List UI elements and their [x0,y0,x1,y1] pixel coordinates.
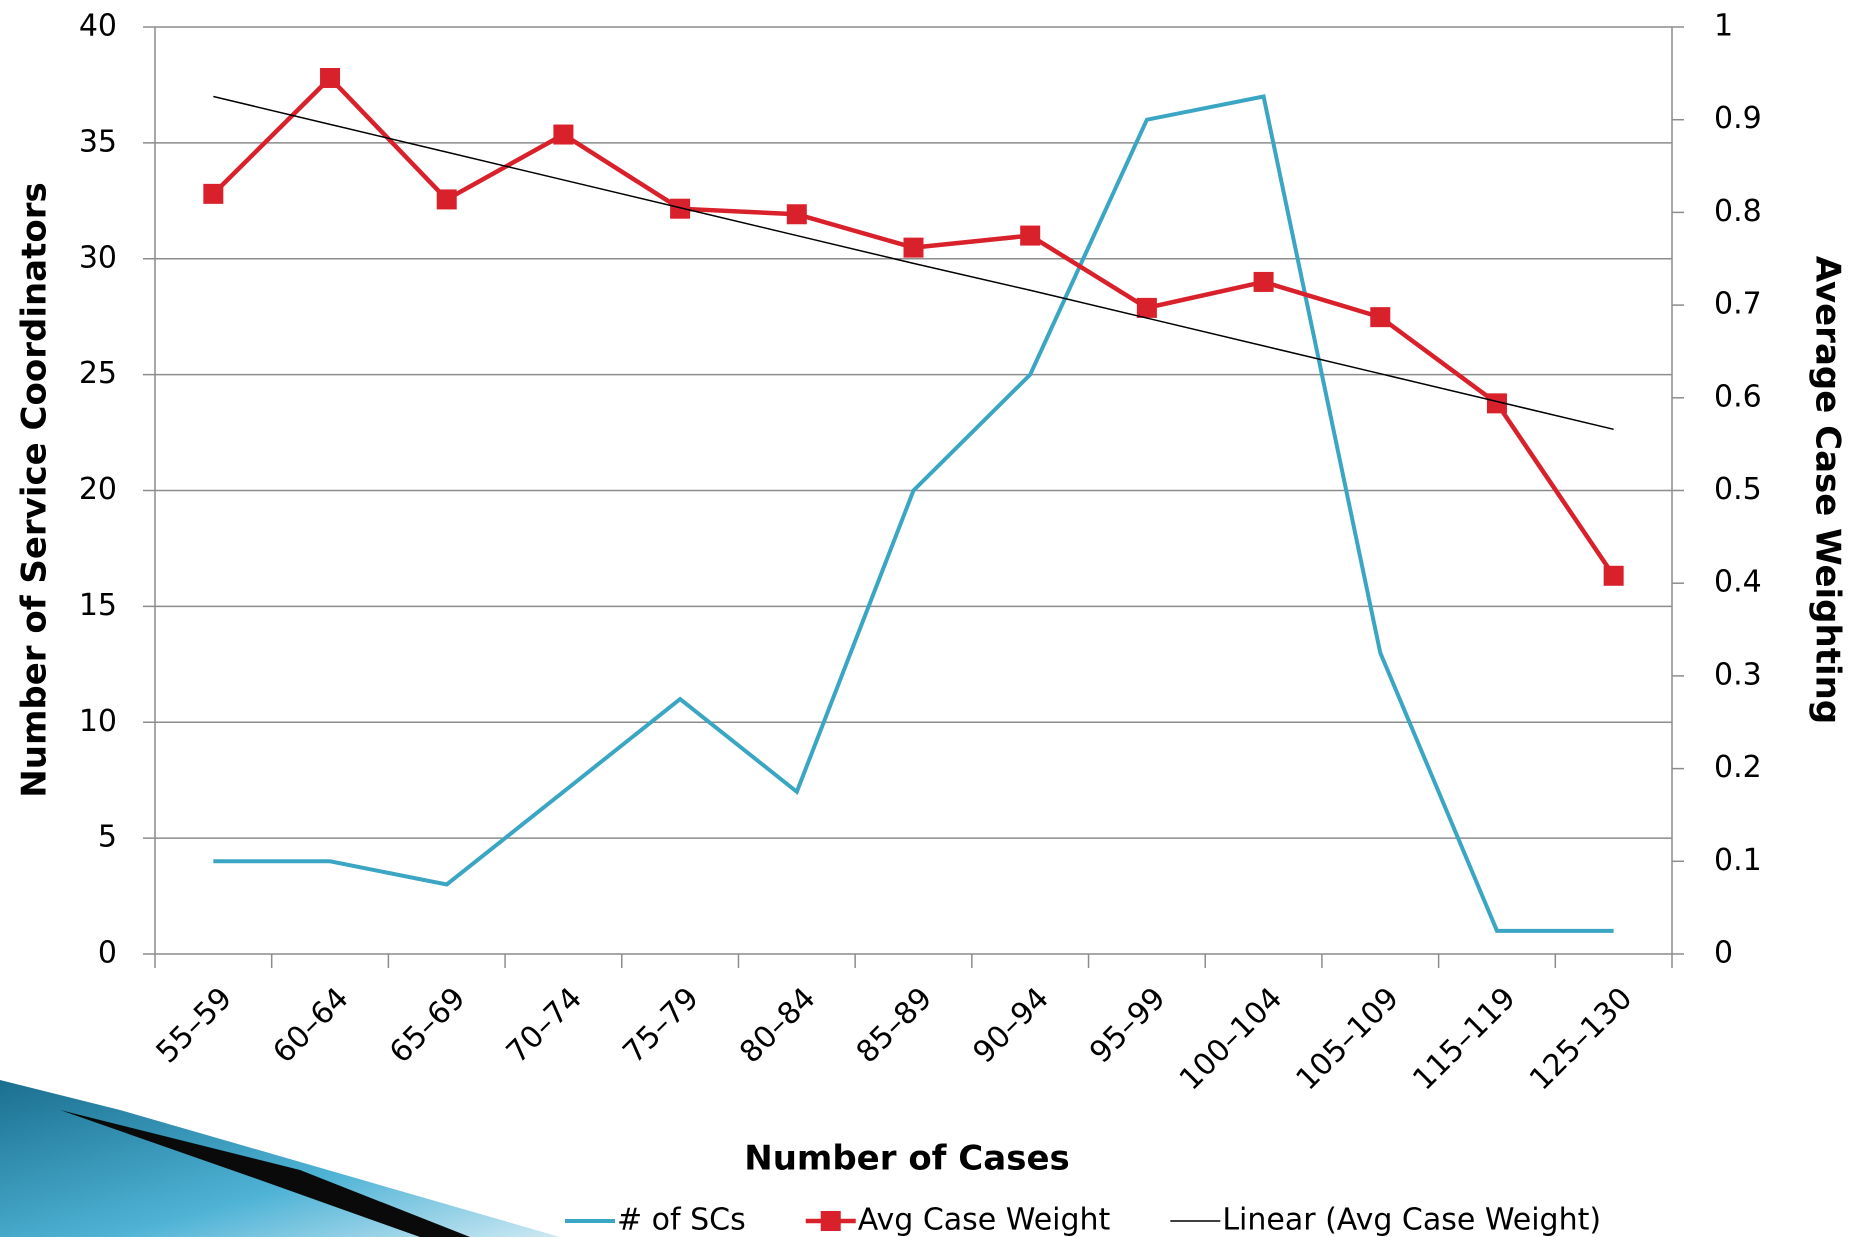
y-tick-label: 40 [79,9,117,44]
y-tick-label: 15 [79,588,117,623]
series-line [213,97,1613,430]
legend-label: Linear (Avg Case Weight) [1222,1203,1601,1237]
x-tick-label: 55–59 [150,981,239,1070]
x-tick-label: 125–130 [1523,981,1639,1097]
y2-tick-label: 0.4 [1714,565,1762,600]
x-tick-label: 105–109 [1290,981,1406,1097]
legend-label: # of SCs [617,1203,746,1237]
y-tick-label: 30 [79,240,117,275]
x-tick-label: 100–104 [1173,981,1289,1097]
x-tick-label: 115–119 [1406,981,1522,1097]
y2-tick-label: 0.3 [1714,657,1762,692]
page: Number of Cases Number of Service Coordi… [0,0,1860,1237]
marker [1254,272,1274,292]
y-tick-label: 25 [79,356,117,391]
marker [437,189,457,209]
x-tick-label: 90–94 [967,981,1056,1070]
marker [1370,307,1390,327]
x-tick-label: 75–79 [616,981,705,1070]
series-line [213,97,1613,931]
x-tick-label: 80–84 [733,981,822,1070]
y2-tick-label: 0.7 [1714,287,1762,322]
y2-tick-label: 0.9 [1714,101,1762,136]
y-tick-label: 20 [79,472,117,507]
x-tick-label: 70–74 [500,981,589,1070]
marker [787,204,807,224]
x-axis-title: Number of Cases [744,1139,1070,1179]
legend-marker [821,1211,841,1231]
x-tick-label: 65–69 [383,981,472,1070]
y-tick-label: 0 [98,936,117,971]
y2-tick-label: 0.5 [1714,472,1762,507]
legend-label: Avg Case Weight [858,1203,1111,1237]
y2-tick-label: 0 [1714,936,1733,971]
marker [203,184,223,204]
marker [553,125,573,145]
series-line [213,78,1613,576]
y2-tick-label: 0.2 [1714,750,1762,785]
y2-tick-label: 0.8 [1714,194,1762,229]
y-tick-label: 35 [79,124,117,159]
decoration [0,1080,560,1237]
x-tick-label: 95–99 [1083,981,1172,1070]
y2-tick-label: 0.1 [1714,843,1762,878]
marker [904,238,924,258]
x-tick-label: 60–64 [266,981,355,1070]
marker [320,68,340,88]
y-tick-label: 10 [79,704,117,739]
x-tick-label: 85–89 [850,981,939,1070]
chart: Number of Cases Number of Service Coordi… [0,0,1860,1237]
y-tick-label: 5 [98,820,117,855]
y2-tick-label: 1 [1714,9,1733,44]
marker [1020,226,1040,246]
marker [1604,566,1624,586]
y2-tick-label: 0.6 [1714,379,1762,414]
y2-axis-title: Average Case Weighting [1808,256,1848,724]
y-axis-title: Number of Service Coordinators [15,182,55,797]
marker [1137,298,1157,318]
